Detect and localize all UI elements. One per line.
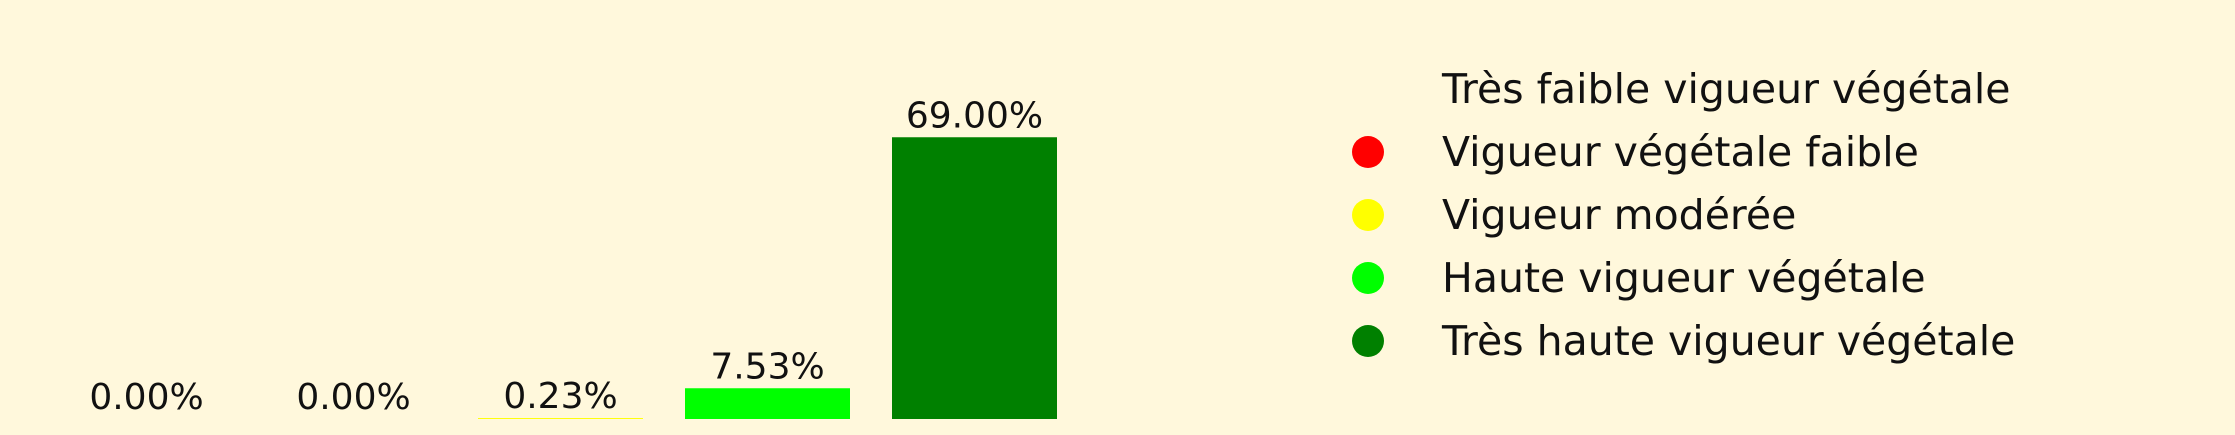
legend-item-2: Vigueur végétale faible	[1340, 121, 2200, 184]
legend-label-5: Très haute vigueur végétale	[1442, 317, 2016, 365]
legend-marker-3	[1352, 199, 1384, 231]
bar-value-label-4: 7.53%	[710, 346, 824, 387]
bar-4	[685, 388, 850, 419]
legend-item-4: Haute vigueur végétale	[1340, 247, 2200, 310]
bar-3	[478, 418, 643, 419]
legend-marker-2	[1352, 136, 1384, 168]
bar-value-label-5: 69.00%	[906, 95, 1043, 136]
chart-legend: Très faible vigueur végétale Vigueur végé…	[1340, 58, 2200, 373]
legend-label-2: Vigueur végétale faible	[1442, 128, 1919, 176]
legend-label-4: Haute vigueur végétale	[1442, 254, 1926, 302]
legend-item-5: Très haute vigueur végétale	[1340, 310, 2200, 373]
legend-marker-5	[1352, 325, 1384, 357]
legend-marker-4	[1352, 262, 1384, 294]
legend-label-3: Vigueur modérée	[1442, 191, 1797, 239]
legend-marker-1	[1352, 73, 1384, 105]
legend-item-3: Vigueur modérée	[1340, 184, 2200, 247]
bar-value-label-3: 0.23%	[503, 376, 617, 417]
bar-value-label-1: 0.00%	[89, 377, 203, 418]
bar-value-label-2: 0.00%	[296, 377, 410, 418]
bar-5	[892, 137, 1057, 419]
legend-item-1: Très faible vigueur végétale	[1340, 58, 2200, 121]
legend-label-1: Très faible vigueur végétale	[1442, 65, 2011, 113]
